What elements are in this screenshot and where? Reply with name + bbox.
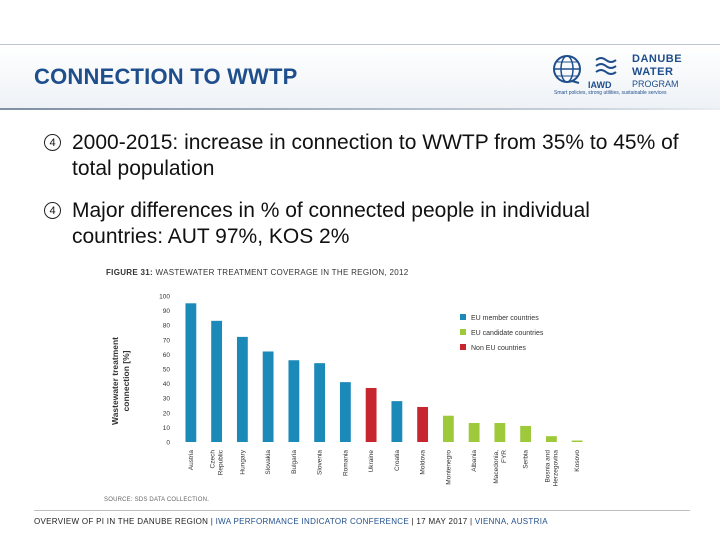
- circled-number-icon: 4: [44, 202, 61, 219]
- y-axis-label: connection [%]: [121, 350, 131, 411]
- chart-bar: [571, 440, 583, 442]
- chart-bar: [314, 363, 326, 442]
- x-tick-label: Kosovo: [574, 450, 581, 472]
- y-tick-label: 70: [163, 337, 171, 344]
- x-tick-label: Moldova: [420, 450, 427, 475]
- x-tick-label: Romania: [342, 450, 349, 476]
- legend-swatch: [460, 344, 466, 350]
- figure-source: SOURCE: SDS DATA COLLECTION.: [104, 497, 210, 503]
- x-tick-label: Austria: [188, 450, 195, 471]
- chart-figure: 0 10 20 30 40 50 60 70 80 90 100 Wastewater treatme…: [98, 266, 602, 511]
- x-tick-label: Croatia: [394, 450, 401, 471]
- y-tick-label: 80: [163, 323, 171, 330]
- x-tick-label: Bosnia and: [544, 450, 551, 483]
- x-tick-label: Herzegovina: [552, 450, 559, 487]
- slide-title: CONNECTION TO WWTP: [34, 64, 298, 89]
- chart-bar: [262, 351, 274, 442]
- footer-rule: [34, 510, 690, 511]
- bar-chart: 0 10 20 30 40 50 60 70 80 90 100 Wastewater treatme…: [110, 294, 583, 487]
- circled-number-icon: 4: [44, 134, 61, 151]
- chart-bar: [288, 360, 300, 442]
- legend-label: Non EU countries: [471, 345, 526, 352]
- y-tick-label: 60: [163, 352, 171, 359]
- x-tick-label: Montenegro: [445, 450, 452, 485]
- y-tick-label: 20: [163, 410, 171, 417]
- title-band: [0, 45, 720, 108]
- x-tick-label: Bulgaria: [291, 450, 298, 474]
- bullet-list: 4 2000-2015: increase in connection to W…: [44, 130, 684, 266]
- x-tick-label: FYR: [501, 450, 508, 463]
- chart-bar: [211, 320, 223, 442]
- legend-label: EU member countries: [471, 315, 539, 322]
- y-tick-label: 90: [163, 308, 171, 315]
- y-tick-label: 50: [163, 367, 171, 374]
- logo-tagline: Smart policies, strong utilities, sustai…: [554, 90, 667, 96]
- chart-bar: [442, 415, 454, 442]
- footer-part1: OVERVIEW OF PI IN THE DANUBE REGION |: [34, 517, 216, 526]
- chart-bar: [391, 401, 403, 442]
- y-tick-label: 10: [163, 425, 171, 432]
- figure-label: FIGURE 31:: [106, 268, 154, 277]
- globe-icon: [553, 55, 581, 84]
- x-tick-label: Slovenia: [317, 450, 324, 475]
- chart-bar: [365, 387, 377, 442]
- legend-swatch: [460, 314, 466, 320]
- footer: OVERVIEW OF PI IN THE DANUBE REGION | IW…: [34, 517, 548, 526]
- footer-location: VIENNA, AUSTRIA: [474, 517, 548, 526]
- x-tick-label: Hungary: [239, 449, 246, 474]
- water-waves-icon: [595, 57, 617, 75]
- y-tick-label: 0: [166, 440, 170, 447]
- bullet-item: 4 Major differences in % of connected pe…: [44, 198, 684, 250]
- chart-bar: [236, 336, 248, 442]
- logo-iawd-text: IAWD: [588, 80, 612, 90]
- chart-bar: [468, 423, 480, 442]
- x-tick-label: Albania: [471, 450, 478, 472]
- chart-bar: [339, 382, 351, 442]
- legend-label: EU candidate countries: [471, 330, 544, 337]
- x-tick-label: Ukraine: [368, 450, 375, 473]
- bullet-item: 4 2000-2015: increase in connection to W…: [44, 130, 684, 182]
- chart-bar: [494, 423, 506, 442]
- footer-part3: | 17 MAY 2017 |: [409, 517, 475, 526]
- y-tick-label: 40: [163, 381, 171, 388]
- title-underline: [0, 108, 720, 110]
- legend-swatch: [460, 329, 466, 335]
- x-tick-label: Macedonia,: [493, 450, 500, 484]
- chart-bar: [520, 425, 532, 442]
- top-rule: [0, 44, 720, 45]
- chart-bar: [417, 406, 429, 442]
- chart-bar: [545, 436, 557, 442]
- bullet-text: Major differences in % of connected peop…: [72, 199, 590, 248]
- x-tick-label: Serbia: [523, 450, 530, 469]
- bullet-text: 2000-2015: increase in connection to WWT…: [72, 131, 679, 180]
- logo-line1: DANUBE: [632, 53, 683, 65]
- x-tick-label: Slovakia: [265, 450, 272, 475]
- figure-caption-text: WASTEWATER TREATMENT COVERAGE IN THE REG…: [155, 268, 409, 277]
- x-tick-label: Republic: [218, 449, 225, 475]
- y-axis-label: Wastewater treatment: [110, 337, 120, 425]
- y-tick-label: 100: [159, 294, 170, 301]
- chart-bar: [185, 303, 197, 442]
- footer-conference: IWA PERFORMANCE INDICATOR CONFERENCE: [215, 517, 409, 526]
- danube-water-program-logo: IAWD DANUBE WATER PROGRAM Smart policies…: [552, 50, 690, 100]
- x-tick-label: Czech: [210, 450, 217, 469]
- y-tick-label: 30: [163, 396, 171, 403]
- logo-line3: PROGRAM: [632, 79, 679, 89]
- logo-line2: WATER: [632, 66, 674, 78]
- figure-caption: FIGURE 31: WASTEWATER TREATMENT COVERAGE…: [106, 268, 409, 277]
